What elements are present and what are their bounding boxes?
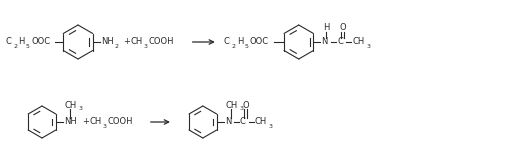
Text: CH: CH — [226, 100, 238, 109]
Text: H: H — [18, 37, 25, 47]
Text: CH: CH — [65, 100, 77, 109]
Text: +: + — [82, 117, 89, 127]
Text: C: C — [337, 37, 343, 47]
Text: O: O — [339, 24, 346, 32]
Text: C: C — [240, 117, 246, 127]
Text: 3: 3 — [367, 44, 370, 48]
Text: 3: 3 — [144, 44, 147, 48]
Text: OOC: OOC — [249, 37, 269, 47]
Text: 5: 5 — [26, 44, 30, 48]
Text: H: H — [237, 37, 243, 47]
Text: CH: CH — [131, 37, 143, 47]
Text: NH: NH — [64, 117, 76, 127]
Text: C: C — [5, 37, 11, 47]
Text: 2: 2 — [13, 44, 17, 48]
Text: 3: 3 — [79, 105, 83, 111]
Text: N: N — [322, 37, 328, 47]
Text: NH: NH — [101, 37, 113, 47]
Text: 3: 3 — [103, 124, 107, 128]
Text: 3: 3 — [269, 124, 272, 128]
Text: 5: 5 — [245, 44, 248, 48]
Text: CH: CH — [90, 117, 102, 127]
Text: O: O — [243, 100, 249, 109]
Text: CH: CH — [353, 37, 365, 47]
Text: +: + — [123, 37, 130, 47]
Text: COOH: COOH — [108, 117, 133, 127]
Text: H: H — [323, 24, 330, 32]
Text: 2: 2 — [115, 44, 119, 48]
Text: 2: 2 — [232, 44, 236, 48]
Text: COOH: COOH — [149, 37, 174, 47]
Text: C: C — [224, 37, 230, 47]
Text: 3: 3 — [240, 105, 244, 111]
Text: CH: CH — [255, 117, 267, 127]
Text: OOC: OOC — [31, 37, 50, 47]
Text: N: N — [225, 117, 231, 127]
